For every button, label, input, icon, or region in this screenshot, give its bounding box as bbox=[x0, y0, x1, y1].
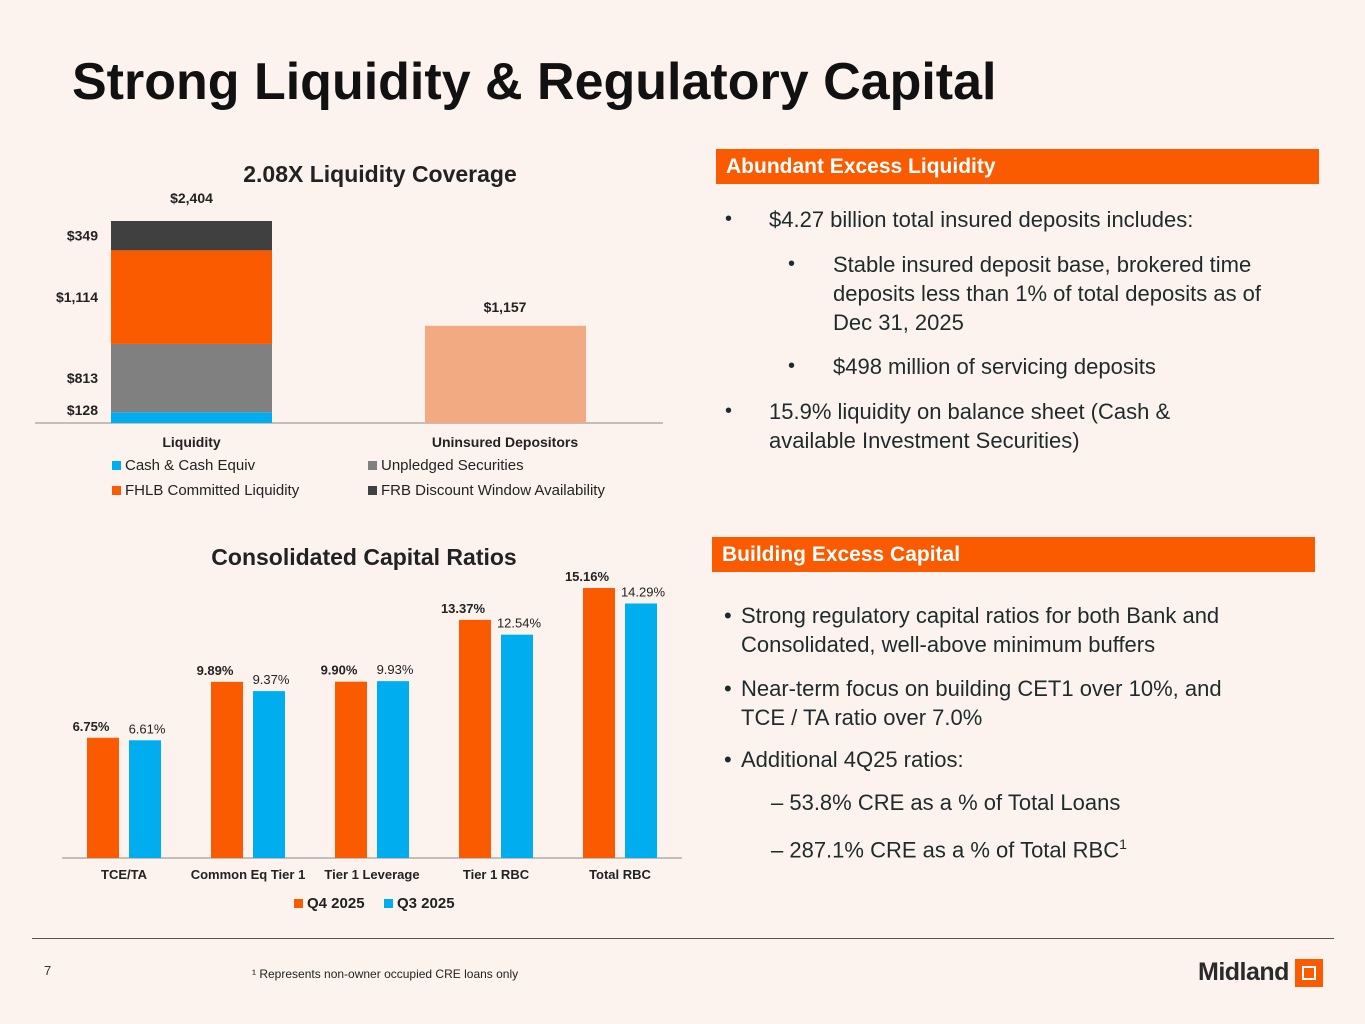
footnote-marker: 1 bbox=[1119, 836, 1127, 852]
bullet-text: $498 million of servicing deposits bbox=[833, 354, 1156, 379]
footnote: ¹ Represents non-owner occupied CRE loan… bbox=[252, 967, 519, 981]
capital-data-label: 9.89% bbox=[197, 663, 234, 678]
sub-item-text: – 287.1% CRE as a % of Total RBC bbox=[771, 837, 1120, 863]
liquidity-data-label: $128 bbox=[67, 402, 98, 418]
bullet-dot: • bbox=[725, 400, 733, 422]
legend-label-cash: Cash & Cash Equiv bbox=[125, 457, 256, 474]
capital-data-label: 9.93% bbox=[377, 662, 414, 677]
bar-q4-2025 bbox=[211, 681, 243, 858]
legend-q3: Q3 2025 bbox=[384, 895, 455, 912]
bar-q4-2025 bbox=[87, 737, 119, 858]
bullet-dot: • bbox=[724, 747, 732, 772]
liquidity-data-label: $349 bbox=[67, 228, 98, 244]
legend-label-unpledged: Unpledged Securities bbox=[381, 457, 524, 474]
page-number: 7 bbox=[44, 963, 52, 978]
liquidity-bullet-3: • $498 million of servicing deposits bbox=[788, 352, 1298, 381]
footer-divider bbox=[32, 938, 1334, 939]
bullet-dot: • bbox=[724, 603, 732, 628]
liquidity-section-header: Abundant Excess Liquidity bbox=[716, 149, 1319, 184]
capital-category-label: Common Eq Tier 1 bbox=[191, 867, 306, 882]
bar-q3-2025 bbox=[377, 681, 409, 858]
category-label-uninsured: Uninsured Depositors bbox=[431, 434, 579, 450]
midland-logo: Midland bbox=[1198, 958, 1323, 987]
capital-ratios-chart: 6.75% 6.61% TCE/TA 9.89% 9.37% Common Eq Tier… bbox=[62, 569, 682, 882]
liquidity-data-label: $813 bbox=[67, 370, 98, 386]
legend-label-q4: Q4 2025 bbox=[307, 895, 365, 912]
bar-q4-2025 bbox=[459, 619, 491, 858]
bar-q3-2025 bbox=[625, 603, 657, 858]
legend-swatch-cash bbox=[112, 461, 121, 470]
capital-chart-title: Consolidated Capital Ratios bbox=[211, 544, 517, 570]
legend-label-fhlb: FHLB Committed Liquidity bbox=[125, 482, 300, 499]
liquidity-bullet-4: • 15.9% liquidity on balance sheet (Cash… bbox=[725, 397, 1245, 455]
liquidity-chart-title: 2.08X Liquidity Coverage bbox=[243, 161, 517, 187]
bullet-dot: • bbox=[788, 253, 796, 275]
capital-data-label: 14.29% bbox=[621, 584, 666, 599]
bullet-text: $4.27 billion total insured deposits inc… bbox=[769, 207, 1194, 232]
legend-cash: Cash & Cash Equiv bbox=[112, 457, 255, 474]
category-label-liquidity: Liquidity bbox=[162, 434, 221, 450]
legend-fhlb: FHLB Committed Liquidity bbox=[112, 482, 299, 499]
liquidity-bar-segment bbox=[111, 250, 272, 344]
liquidity-bar-segment bbox=[111, 412, 272, 423]
legend-swatch-fhlb bbox=[112, 486, 121, 495]
capital-data-label: 15.16% bbox=[565, 569, 610, 584]
capital-bullet-2: • Near-term focus on building CET1 over … bbox=[724, 674, 1284, 732]
liquidity-chart: $128 $813 $1,114 $349 $2,404 $1,157 bbox=[35, 190, 663, 424]
logo-square-icon bbox=[1294, 958, 1323, 987]
capital-data-label: 9.90% bbox=[321, 663, 358, 678]
legend-label-q3: Q3 2025 bbox=[397, 895, 455, 912]
legend-swatch-q4 bbox=[294, 899, 303, 908]
capital-sub-item-2: – 287.1% CRE as a % of Total RBC1 bbox=[771, 830, 1127, 864]
liquidity-bullet-2: • Stable insured deposit base, brokered … bbox=[788, 250, 1298, 337]
page-title: Strong Liquidity & Regulatory Capital bbox=[72, 53, 997, 111]
bullet-text: Near-term focus on building CET1 over 10… bbox=[741, 676, 1222, 730]
bar-q3-2025 bbox=[129, 740, 161, 858]
liquidity-bullet-1: • $4.27 billion total insured deposits i… bbox=[725, 205, 1285, 234]
bullet-text: Strong regulatory capital ratios for bot… bbox=[741, 603, 1220, 657]
uninsured-bar bbox=[425, 325, 586, 423]
capital-section-header: Building Excess Capital bbox=[712, 537, 1315, 572]
bar-q4-2025 bbox=[335, 681, 367, 858]
legend-swatch-unpledged bbox=[368, 461, 377, 470]
bullet-dot: • bbox=[788, 355, 796, 377]
capital-data-label: 6.75% bbox=[73, 719, 110, 734]
legend-unpledged: Unpledged Securities bbox=[368, 457, 524, 474]
legend-frb: FRB Discount Window Availability bbox=[368, 482, 605, 499]
bullet-text: Stable insured deposit base, brokered ti… bbox=[833, 252, 1262, 335]
capital-data-label: 12.54% bbox=[497, 616, 542, 631]
legend-q4: Q4 2025 bbox=[294, 895, 365, 912]
capital-category-label: Tier 1 RBC bbox=[463, 867, 530, 882]
capital-bullet-3: • Additional 4Q25 ratios: bbox=[724, 745, 1284, 774]
liquidity-bar-segment bbox=[111, 343, 272, 413]
capital-category-label: Tier 1 Leverage bbox=[324, 867, 419, 882]
bar-q3-2025 bbox=[253, 691, 285, 858]
capital-data-label: 9.37% bbox=[253, 672, 290, 687]
bar-q4-2025 bbox=[583, 588, 615, 858]
capital-category-label: Total RBC bbox=[589, 867, 651, 882]
bullet-text: 15.9% liquidity on balance sheet (Cash &… bbox=[769, 399, 1171, 453]
capital-bullet-1: • Strong regulatory capital ratios for b… bbox=[724, 601, 1284, 659]
logo-text: Midland bbox=[1198, 958, 1289, 986]
liquidity-data-label: $1,114 bbox=[56, 289, 98, 305]
liquidity-bar-segment bbox=[111, 221, 272, 251]
legend-swatch-q3 bbox=[384, 899, 393, 908]
sub-item-text: – 53.8% CRE as a % of Total Loans bbox=[771, 790, 1121, 815]
legend-swatch-frb bbox=[368, 486, 377, 495]
liquidity-total-label: $2,404 bbox=[170, 190, 213, 206]
bullet-dot: • bbox=[724, 676, 732, 701]
legend-label-frb: FRB Discount Window Availability bbox=[381, 482, 605, 499]
bar-q3-2025 bbox=[501, 634, 533, 858]
capital-data-label: 6.61% bbox=[129, 721, 166, 736]
bullet-dot: • bbox=[725, 208, 733, 230]
uninsured-data-label: $1,157 bbox=[484, 299, 527, 315]
capital-category-label: TCE/TA bbox=[101, 867, 148, 882]
bullet-text: Additional 4Q25 ratios: bbox=[741, 747, 964, 772]
capital-sub-item-1: – 53.8% CRE as a % of Total Loans bbox=[771, 788, 1120, 817]
capital-data-label: 13.37% bbox=[441, 601, 486, 616]
